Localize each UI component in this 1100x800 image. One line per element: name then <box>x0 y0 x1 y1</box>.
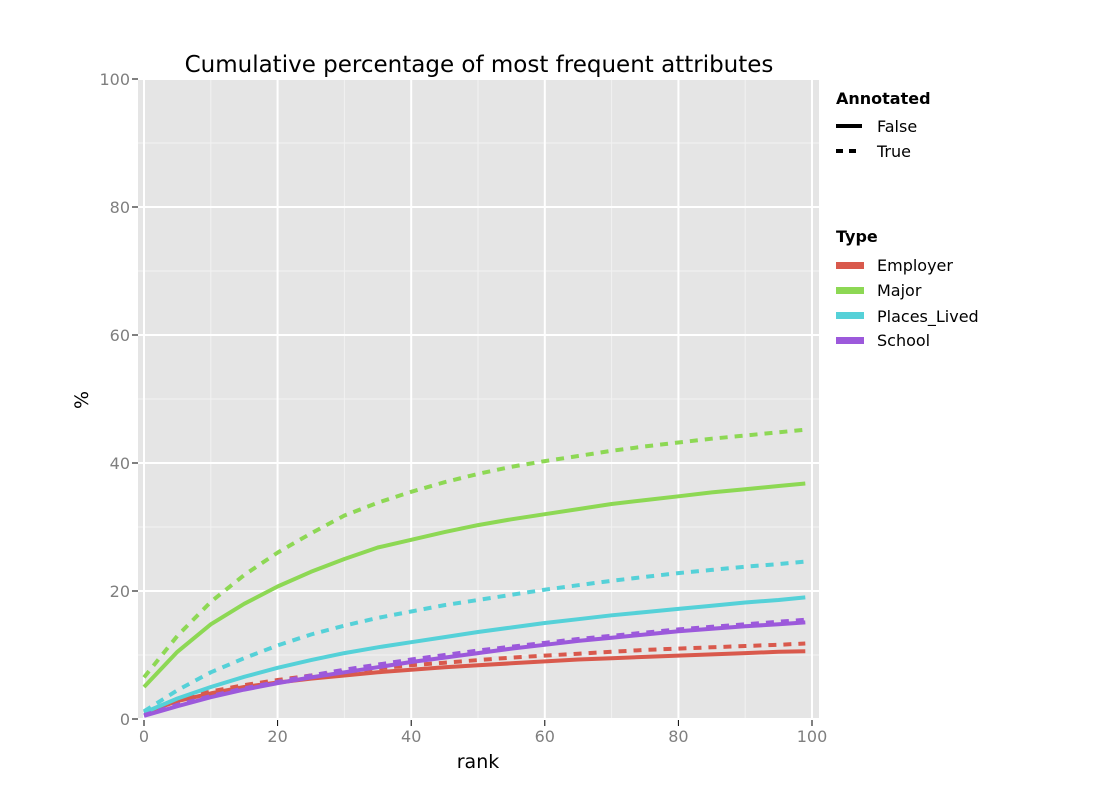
y-tick-label: 100 <box>99 70 130 89</box>
legend-item-true: True <box>836 142 911 161</box>
legend-major-swatch <box>836 287 864 294</box>
series-line-places-lived-annotated <box>142 559 806 713</box>
legend-school-swatch <box>836 337 864 344</box>
x-axis-title: rank <box>457 751 500 773</box>
series-line-major-annotated <box>142 427 806 679</box>
legend-label-school: School <box>877 331 930 350</box>
x-tick-label: 40 <box>401 727 421 746</box>
axes: 0 20 40 60 80 100 0 20 40 60 80 100 <box>99 70 827 746</box>
legend-label-true: True <box>876 142 911 161</box>
legend-type-title: Type <box>836 227 878 246</box>
legend-item-school: School <box>836 331 930 350</box>
series-line-major-not-annotated <box>142 481 806 689</box>
y-axis-title: % <box>71 391 93 409</box>
x-tick-label: 20 <box>267 727 287 746</box>
y-tick-label: 80 <box>110 198 130 217</box>
legend-label-major: Major <box>877 281 922 300</box>
legend-item-places-lived: Places_Lived <box>836 307 979 327</box>
legend-type: Type Employer Major Places_Lived School <box>836 227 979 350</box>
x-tick-label: 80 <box>668 727 688 746</box>
legend-annotated: Annotated False True <box>836 89 931 161</box>
legend-item-employer: Employer <box>836 256 953 275</box>
y-tick-label: 20 <box>110 582 130 601</box>
y-tick-label: 0 <box>120 710 130 729</box>
x-tick-label: 100 <box>797 727 828 746</box>
legend-label-places-lived: Places_Lived <box>877 307 979 327</box>
series-line-places-lived-not-annotated <box>143 595 806 715</box>
y-tick-label: 60 <box>110 326 130 345</box>
legend-employer-swatch <box>836 262 864 269</box>
series-line-school-not-annotated <box>143 620 806 718</box>
y-tick-label: 40 <box>110 454 130 473</box>
legend-label-employer: Employer <box>877 256 953 275</box>
legend-label-false: False <box>877 117 917 136</box>
x-tick-label: 60 <box>535 727 555 746</box>
grid <box>138 78 819 720</box>
legend-item-major: Major <box>836 281 922 300</box>
series-line-employer-annotated <box>143 641 806 714</box>
legend-places-lived-swatch <box>836 312 864 319</box>
legend-item-false: False <box>836 117 917 136</box>
x-tick-label: 0 <box>139 727 149 746</box>
legend-annotated-title: Annotated <box>836 89 931 108</box>
series-layer <box>142 427 806 718</box>
chart-title: Cumulative percentage of most frequent a… <box>185 52 774 78</box>
